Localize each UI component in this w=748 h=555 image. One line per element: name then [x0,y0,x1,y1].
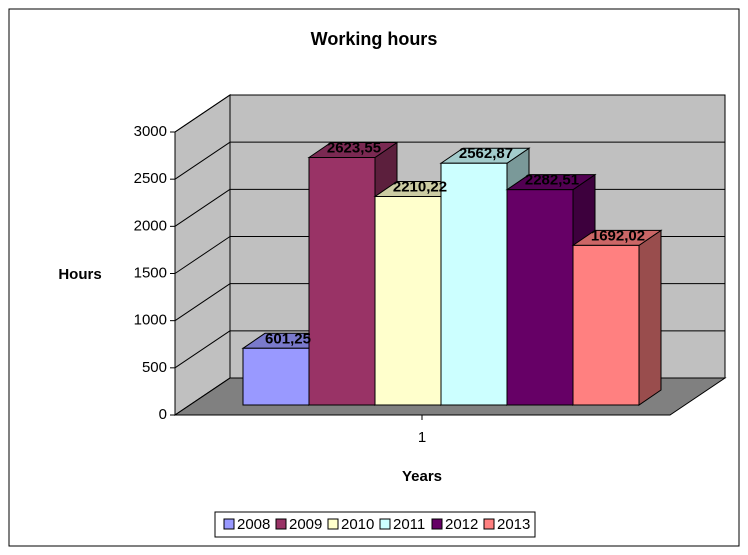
y-tick-label: 1000 [134,312,167,329]
legend-swatch [275,518,287,530]
chart-title: Working hours [311,29,438,49]
y-tick-label: 3000 [134,123,167,140]
y-tick-label: 500 [142,359,167,376]
legend-label: 2010 [341,516,374,533]
legend-swatch [431,518,443,530]
legend-swatch [223,518,235,530]
grid-line [174,236,231,274]
grid-line [174,377,231,416]
value-label: 2623,55 [327,139,381,156]
legend-label: 2008 [237,516,270,533]
value-label: 2282,51 [525,172,579,189]
bar [242,347,310,406]
value-label: 1692,02 [591,227,645,244]
legend-label: 2013 [497,516,530,533]
grid-line [174,283,231,322]
grid-line [174,141,231,180]
legend-swatch [483,518,495,530]
bar [506,189,574,406]
value-label: 2210,22 [393,178,447,195]
grid-line [174,188,231,227]
y-tick-label: 2500 [134,170,167,187]
x-axis-label: Years [402,468,442,485]
value-label: 2562,87 [459,145,513,162]
bar [572,244,640,406]
legend-label: 2012 [445,516,478,533]
legend-swatch [327,518,339,530]
y-axis-label: Hours [58,266,101,283]
grid-line [174,94,231,133]
legend-label: 2011 [393,516,425,533]
y-tick-label: 0 [159,406,167,423]
y-tick-label: 2000 [134,217,167,234]
legend [214,511,536,538]
y-tick-label: 1500 [134,264,167,281]
bar [440,162,508,406]
value-label: 601,25 [265,330,311,347]
grid-line [174,330,231,369]
bar-side [638,229,662,406]
bar [308,157,376,406]
legend-swatch [379,518,391,530]
x-tick-label: 1 [418,429,426,446]
bar [374,196,442,406]
legend-label: 2009 [289,516,322,533]
